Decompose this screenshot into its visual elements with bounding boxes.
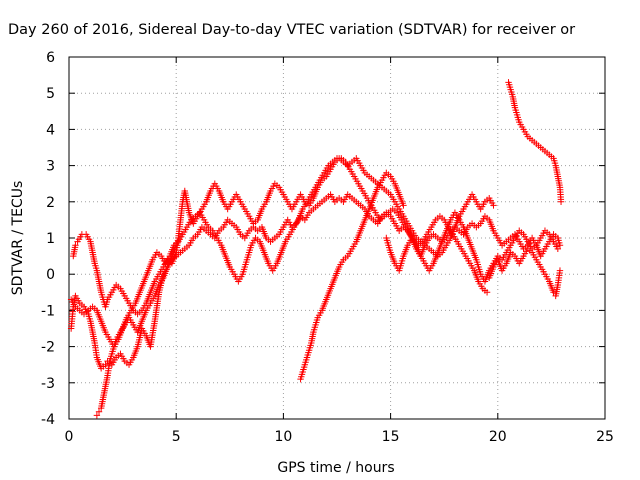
series-8 [486,245,564,300]
series-3 [67,155,491,350]
data-points [67,79,565,419]
series-7 [505,79,565,205]
data-point [93,412,101,419]
data-point [95,408,103,415]
x-tick-label: 20 [489,429,507,445]
series-1 [67,191,564,372]
x-tick-label: 0 [65,429,74,445]
y-tick-label: 2 [46,195,55,211]
data-point [102,361,109,368]
y-tick-label: 3 [46,159,55,175]
y-tick-label: -2 [41,340,55,356]
y-tick-label: -1 [41,303,55,319]
x-tick-label: 15 [382,429,400,445]
data-point [556,242,564,249]
y-tick-label: -3 [41,376,55,392]
data-point [400,202,407,209]
data-point [554,245,562,253]
y-tick-label: 0 [46,267,55,283]
x-tick-label: 25 [596,429,614,445]
data-point [173,242,180,249]
y-tick-label: 1 [46,231,55,247]
x-tick-label: 10 [274,429,292,445]
y-axis-label: SDTVAR / TECUs [10,181,26,296]
y-tick-label: 5 [46,86,55,102]
axis-ticks: 0 5 10 15 20 25 -4 -3 -2 -1 0 1 2 3 4 5 6 [41,50,614,445]
data-point [490,202,497,209]
data-point [557,198,565,205]
series-5 [297,169,407,383]
x-tick-label: 5 [172,429,181,445]
chart-title: Day 260 of 2016, Sidereal Day-to-day VTE… [8,22,575,38]
x-axis-label: GPS time / hours [277,460,394,476]
y-tick-label: 6 [46,50,55,66]
series-4 [93,242,180,419]
data-point [72,242,79,249]
data-point [556,267,564,274]
y-tick-label: 4 [46,122,55,138]
data-point [483,289,491,296]
y-tick-label: -4 [41,412,55,428]
